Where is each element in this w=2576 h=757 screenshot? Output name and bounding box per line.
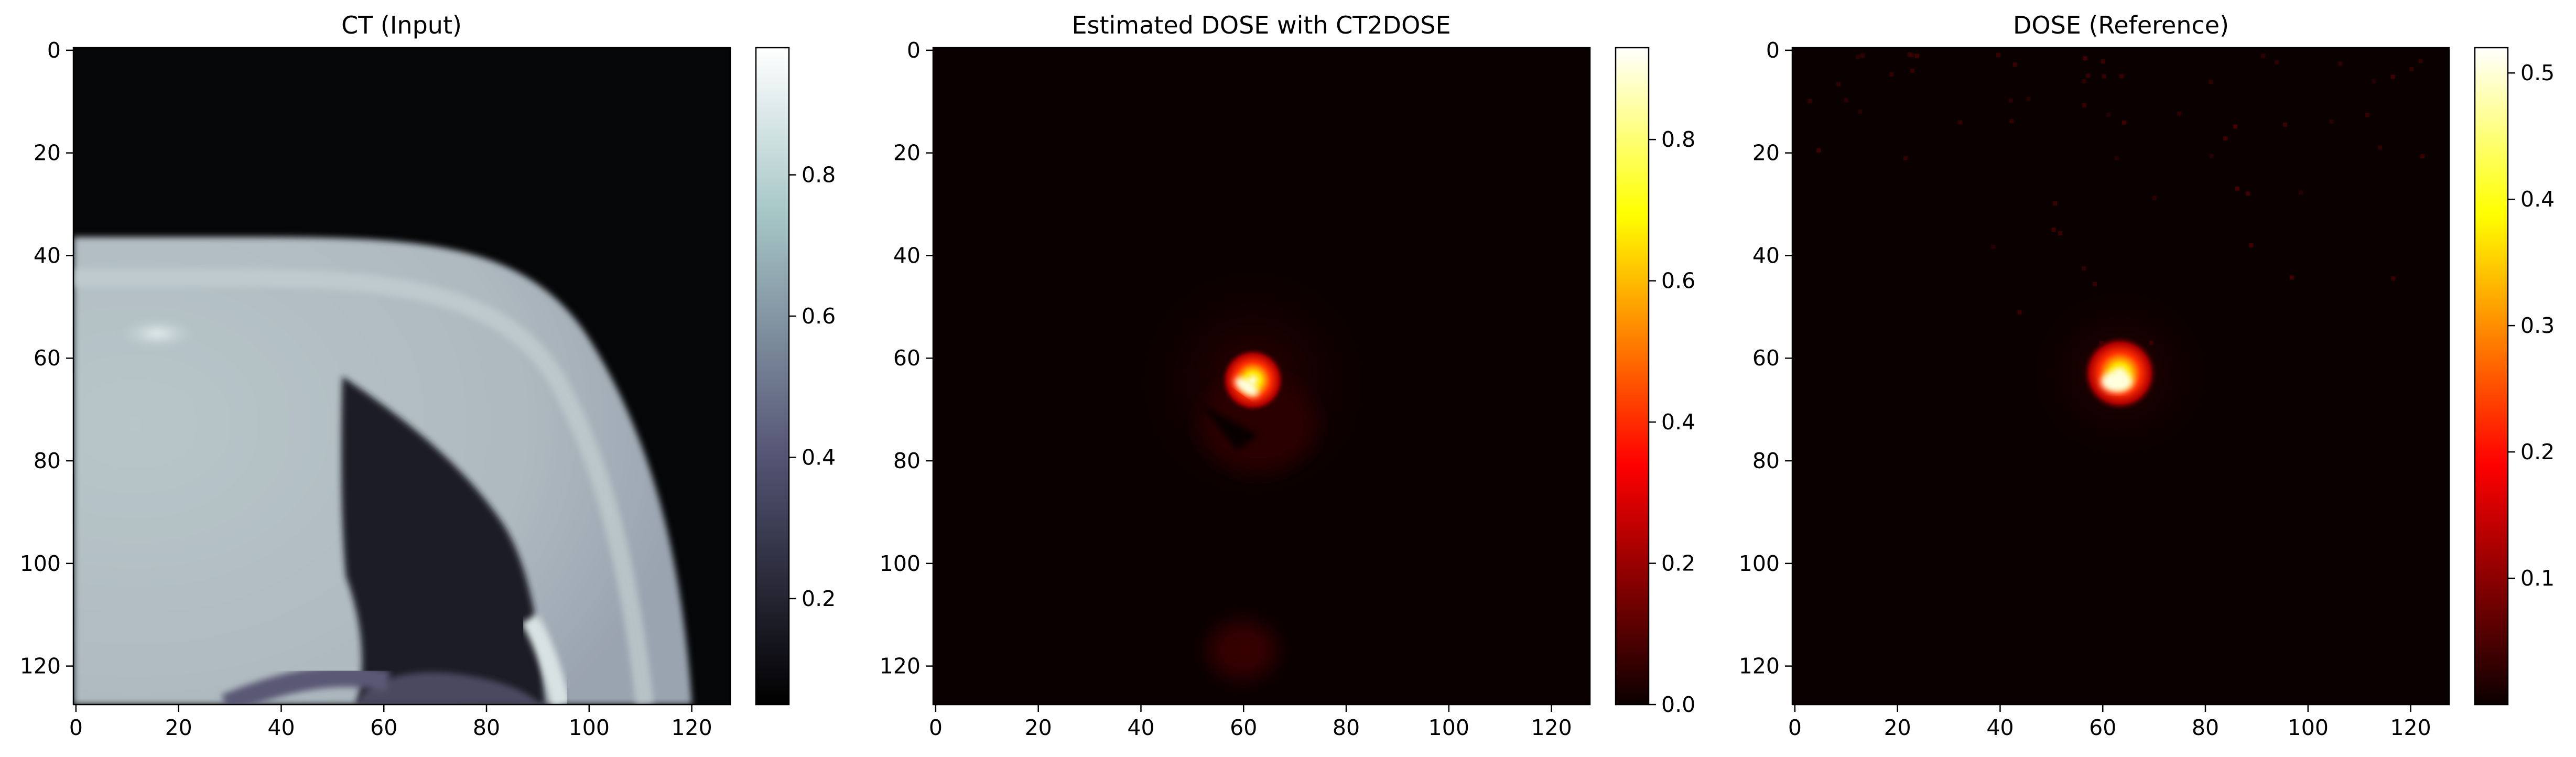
colorbar-tick-label: 0.2	[1661, 551, 1695, 576]
x-tick-label: 120	[2390, 715, 2431, 740]
chart-title: DOSE (Reference)	[2013, 11, 2229, 39]
y-tick-label: 20	[893, 140, 921, 166]
colorbar-ticks: 0.2 0.4 0.6 0.8	[789, 163, 836, 611]
y-tick-label: 40	[893, 243, 921, 268]
colorbar-tick-label: 0.2	[2520, 439, 2555, 464]
x-axis: 0 20 40 60 80 100 120	[69, 705, 712, 740]
x-tick-label: 40	[1986, 715, 2014, 740]
y-tick-label: 80	[1752, 448, 1780, 473]
y-tick-label: 20	[1752, 140, 1780, 166]
colorbar-tick-label: 0.4	[802, 445, 836, 470]
x-axis: 0 20 40 60 80 100 120	[1788, 705, 2431, 740]
colorbar-tick-label: 0.1	[2520, 566, 2555, 591]
colorbar-tick-label: 0.4	[2520, 187, 2555, 212]
y-tick-label: 80	[34, 448, 61, 473]
colorbar: 0.0 0.2 0.4 0.6 0.8	[1615, 47, 1695, 717]
colorbar-tick-label: 0.8	[802, 163, 836, 188]
y-tick-label: 40	[1752, 243, 1780, 268]
x-tick-label: 20	[165, 715, 192, 740]
x-tick-label: 20	[1025, 715, 1052, 740]
colorbar-tick-label: 0.6	[1661, 268, 1695, 294]
panel-ct: CT (Input) 0 20 40 60 80 100 120 0 20 40 60 80 100 1…	[20, 11, 836, 740]
panel-estimated-dose: Estimated DOSE with CT2DOSE 0 20 40 60 80 100…	[880, 11, 1695, 740]
colorbar-gradient	[1615, 47, 1650, 706]
y-tick-label: 100	[1739, 551, 1780, 576]
x-tick-label: 0	[929, 715, 943, 740]
x-tick-label: 60	[2089, 715, 2116, 740]
panel-reference-dose: DOSE (Reference) 0 20 40 60 80 100 120 0 20 40 60…	[1739, 11, 2555, 740]
colorbar-ticks: 0.1 0.2 0.3 0.4 0.5	[2508, 60, 2555, 591]
y-tick-label: 100	[20, 551, 61, 576]
y-tick-label: 60	[1752, 345, 1780, 371]
x-tick-label: 80	[2192, 715, 2219, 740]
y-tick-label: 120	[20, 654, 61, 679]
colorbar-gradient	[755, 47, 790, 706]
x-tick-label: 120	[1531, 715, 1572, 740]
colorbar-tick-label: 0.6	[802, 304, 836, 329]
y-tick-label: 60	[893, 345, 921, 371]
noise-speckle	[1807, 52, 2425, 345]
y-tick-label: 100	[880, 551, 921, 576]
y-tick-label: 80	[893, 448, 921, 473]
x-tick-label: 100	[1428, 715, 1469, 740]
x-tick-label: 120	[671, 715, 712, 740]
x-tick-label: 40	[1127, 715, 1154, 740]
x-tick-label: 0	[1788, 715, 1802, 740]
colorbar: 0.2 0.4 0.6 0.8	[755, 47, 836, 706]
y-tick-label: 0	[1766, 38, 1780, 63]
y-tick-label: 120	[880, 654, 921, 679]
y-tick-label: 20	[34, 140, 61, 166]
y-tick-label: 0	[907, 38, 921, 63]
x-tick-label: 20	[1884, 715, 1911, 740]
x-axis: 0 20 40 60 80 100 120	[929, 705, 1572, 740]
colorbar-tick-label: 0.2	[802, 586, 836, 611]
x-tick-label: 80	[473, 715, 500, 740]
y-axis: 0 20 40 60 80 100 120	[1739, 38, 1792, 679]
y-axis: 0 20 40 60 80 100 120	[20, 38, 73, 679]
colorbar-tick-label: 0.8	[1661, 127, 1695, 152]
chart-title: Estimated DOSE with CT2DOSE	[1071, 11, 1451, 39]
colorbar-tick-label: 0.3	[2520, 313, 2555, 338]
colorbar-tick-label: 0.5	[2520, 60, 2555, 85]
y-tick-label: 0	[47, 38, 61, 63]
x-tick-label: 0	[69, 715, 83, 740]
colorbar: 0.1 0.2 0.3 0.4 0.5	[2474, 47, 2555, 706]
chart-title: CT (Input)	[341, 11, 462, 39]
x-tick-label: 80	[1333, 715, 1360, 740]
x-tick-label: 100	[2288, 715, 2329, 740]
y-tick-label: 120	[1739, 654, 1780, 679]
colorbar-tick-label: 0.0	[1661, 692, 1695, 717]
colorbar-tick-label: 0.4	[1661, 409, 1695, 435]
estimated-dose-image	[933, 48, 1590, 705]
x-tick-label: 60	[1230, 715, 1257, 740]
reference-dose-image	[1792, 48, 2449, 705]
y-tick-label: 40	[34, 243, 61, 268]
colorbar-gradient	[2474, 47, 2509, 706]
ct-image	[73, 48, 730, 705]
x-tick-label: 40	[267, 715, 295, 740]
y-tick-label: 60	[34, 345, 61, 371]
y-axis: 0 20 40 60 80 100 120	[880, 38, 933, 679]
colorbar-ticks: 0.0 0.2 0.4 0.6 0.8	[1649, 127, 1695, 717]
x-tick-label: 100	[569, 715, 610, 740]
x-tick-label: 60	[370, 715, 397, 740]
